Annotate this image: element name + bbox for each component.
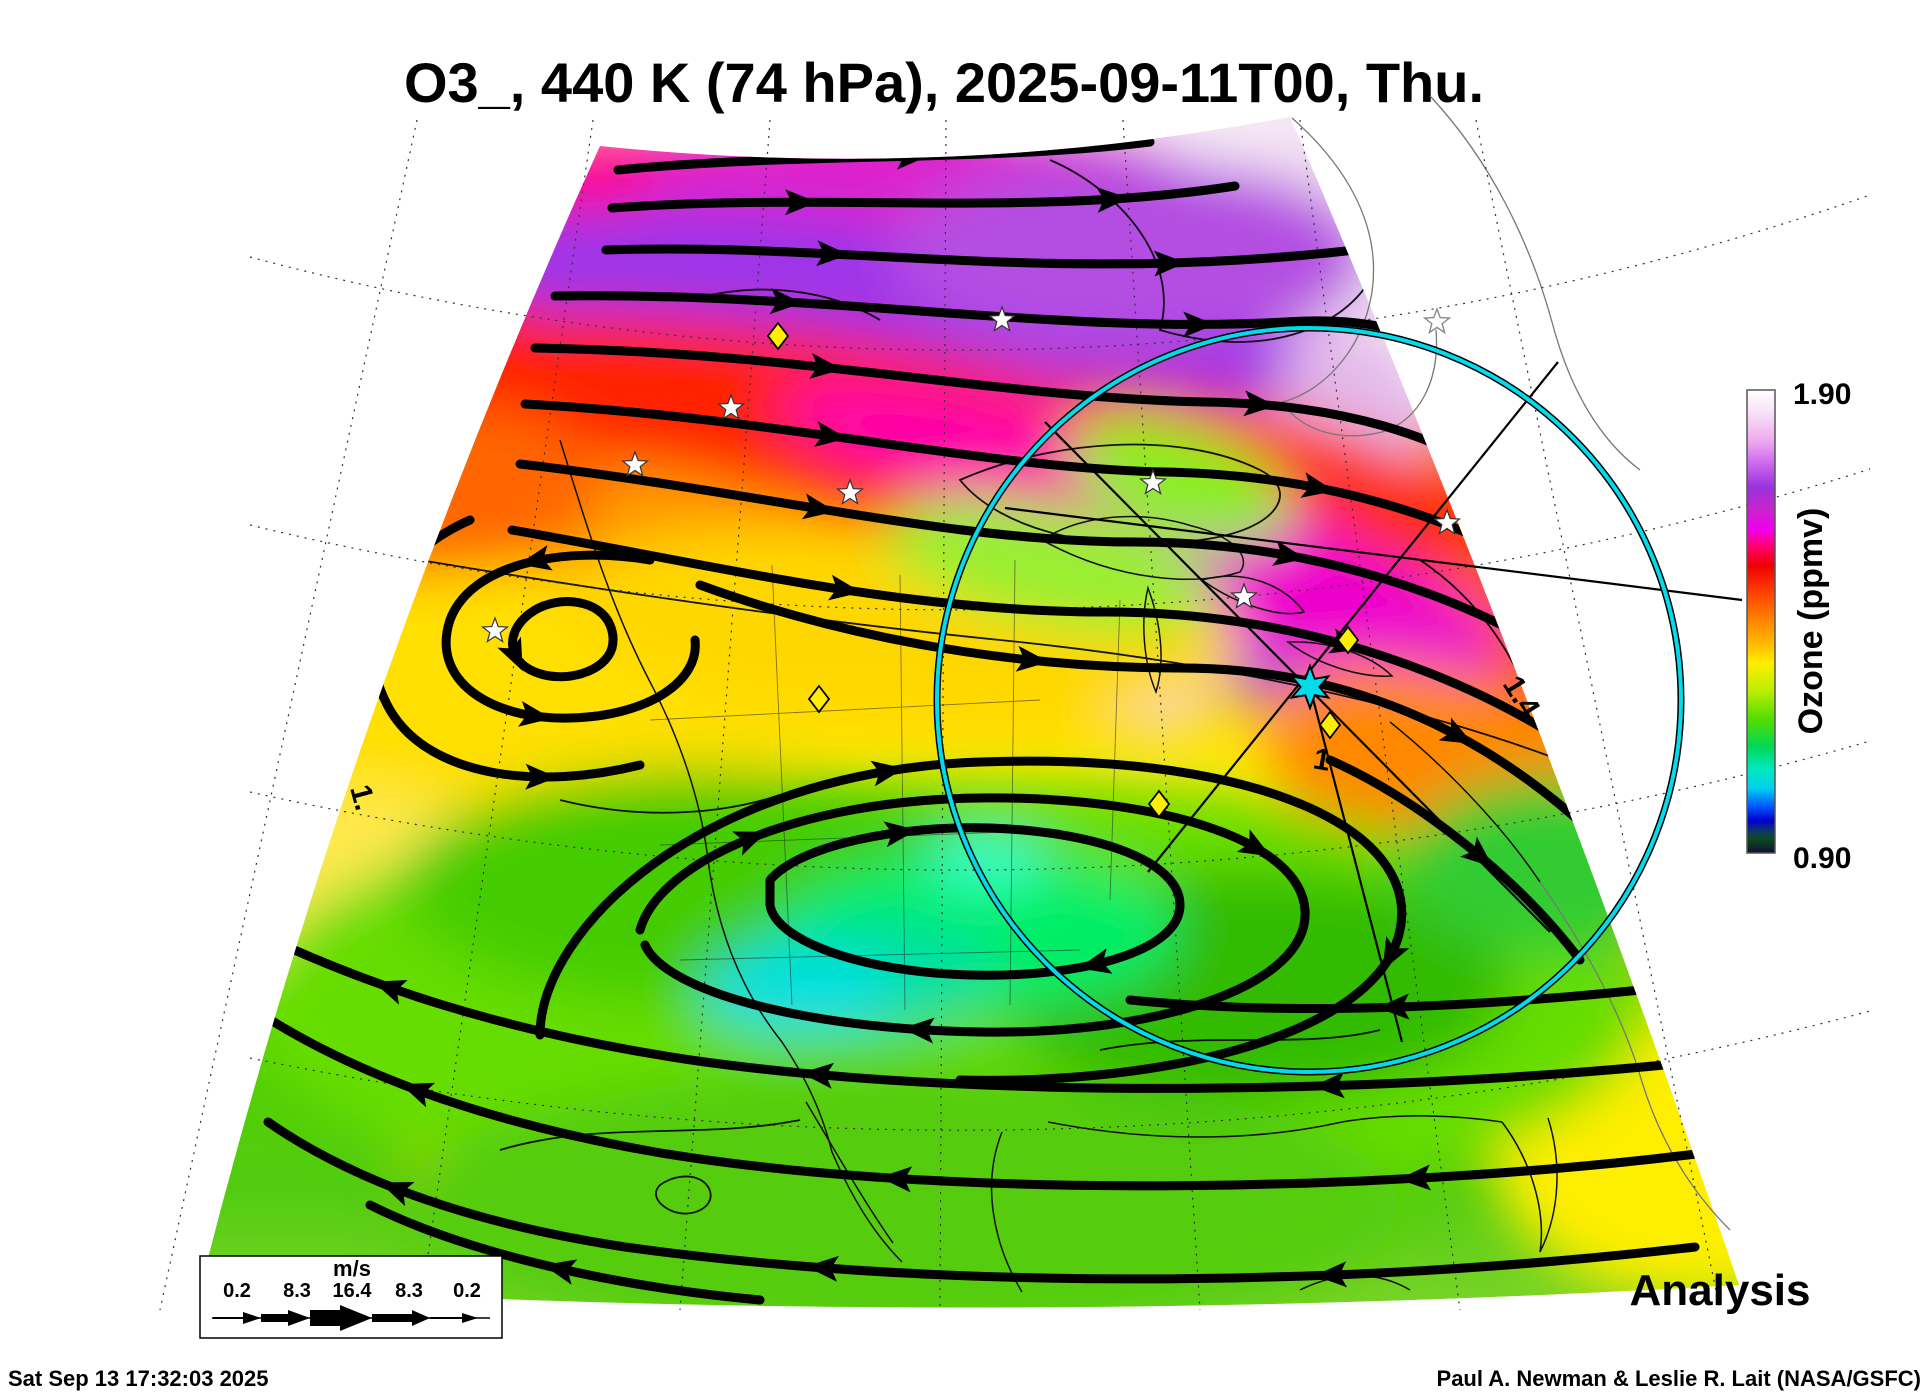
colorbar-max-tick: 1.90	[1793, 378, 1851, 411]
ozone-field	[201, 117, 1739, 1308]
streamline-arrowhead	[373, 980, 408, 1005]
streamline-arrows	[363, 143, 1494, 1288]
yellow-diamond-marker	[766, 321, 790, 351]
white-star-marker	[480, 616, 510, 643]
streamline-arrowhead	[809, 352, 843, 379]
white-star-marker	[835, 478, 865, 505]
wind-scale-arrow	[212, 1305, 490, 1331]
contour-label: 1	[1311, 742, 1333, 777]
yellow-diamond-marker	[1318, 710, 1342, 740]
streamline-arrowhead	[827, 574, 862, 601]
outline-star-marker	[1422, 306, 1452, 335]
wind-legend-units: m/s	[333, 1256, 371, 1281]
streamline-arrowhead	[518, 545, 553, 571]
streamline-arrowhead	[769, 288, 803, 315]
streamline-arrowhead	[379, 1181, 415, 1207]
streamline-arrowhead	[525, 763, 558, 790]
yellow-diamond-marker	[807, 684, 831, 714]
plot-title: O3_, 440 K (74 hPa), 2025-09-11T00, Thu.	[404, 51, 1484, 114]
map-markers	[480, 305, 1462, 819]
credit: Paul A. Newman & Leslie R. Lait (NASA/GS…	[1437, 1366, 1921, 1391]
streamline-arrowhead	[543, 1259, 578, 1285]
colorbar-min-tick: 0.90	[1793, 842, 1851, 875]
yellow-diamond-marker	[1147, 789, 1171, 819]
streamline-arrowhead	[1096, 186, 1129, 213]
white-star-marker	[620, 450, 650, 477]
wind-speed-0: 0.2	[223, 1280, 251, 1302]
streamline-arrowhead	[806, 1255, 839, 1282]
streamline-arrowhead	[1236, 829, 1271, 857]
streamline-arrowhead	[363, 614, 389, 648]
white-star-marker	[1138, 468, 1168, 495]
streamline-arrowhead	[800, 1062, 835, 1089]
streamline-arrowhead	[1183, 311, 1216, 338]
streamline-arrowhead	[1015, 645, 1049, 672]
coastlines-outside	[1280, 95, 1731, 1231]
colorbar-gradient	[1746, 389, 1776, 854]
wind-legend: m/s 0.2 8.3 16.4 8.3 0.2	[199, 1255, 503, 1339]
white-star-marker	[1229, 582, 1259, 609]
wind-streamlines	[250, 137, 1717, 1305]
streamline-arrowhead	[1460, 836, 1494, 868]
station-star-marker	[1289, 663, 1331, 711]
white-star-marker	[716, 393, 746, 420]
streamline-arrowhead	[785, 189, 818, 216]
streamline-arrowhead	[497, 636, 523, 672]
streamline-arrowhead	[1314, 1261, 1348, 1288]
streamline-arrowhead	[870, 760, 905, 787]
wind-speed-3: 8.3	[395, 1280, 423, 1302]
colorbar: 1.90 0.90 Ozone (ppmv)	[1746, 378, 1851, 875]
streamline-arrowhead	[518, 700, 552, 727]
streamline-arrowhead	[883, 821, 917, 848]
white-star-marker	[987, 305, 1017, 332]
streamline-arrowhead	[1078, 948, 1113, 974]
streamline-arrowhead	[1312, 1072, 1345, 1099]
mode-label: Analysis	[1630, 1266, 1811, 1315]
wind-speed-2: 16.4	[333, 1280, 373, 1302]
streamline-arrowhead	[1272, 540, 1306, 566]
colorbar-axis-label: Ozone (ppmv)	[1792, 508, 1830, 735]
streamline-arrowhead	[1398, 1164, 1432, 1191]
streamline-arrowhead	[801, 493, 836, 520]
streamline-arrowhead	[1243, 390, 1277, 417]
streamline-arrowhead	[400, 1082, 436, 1108]
streamline-arrowhead	[1438, 717, 1474, 744]
white-star-marker	[1432, 508, 1462, 535]
streamline-arrowhead	[879, 1166, 913, 1193]
streamline-arrowhead	[816, 240, 849, 267]
wind-speed-4: 0.2	[453, 1280, 481, 1302]
streamline-arrowhead	[1300, 472, 1335, 498]
timestamp: Sat Sep 13 17:32:03 2025	[8, 1366, 269, 1391]
streamline-arrowhead	[1153, 250, 1187, 277]
streamline-arrowhead	[814, 421, 848, 447]
range-ring	[933, 324, 1685, 1076]
yellow-diamond-marker	[1336, 625, 1360, 655]
wind-speed-1: 8.3	[283, 1280, 311, 1302]
streamline-arrowhead	[1382, 936, 1410, 971]
streamline-arrowhead	[902, 1017, 935, 1044]
streamline-arrowhead	[732, 831, 767, 856]
